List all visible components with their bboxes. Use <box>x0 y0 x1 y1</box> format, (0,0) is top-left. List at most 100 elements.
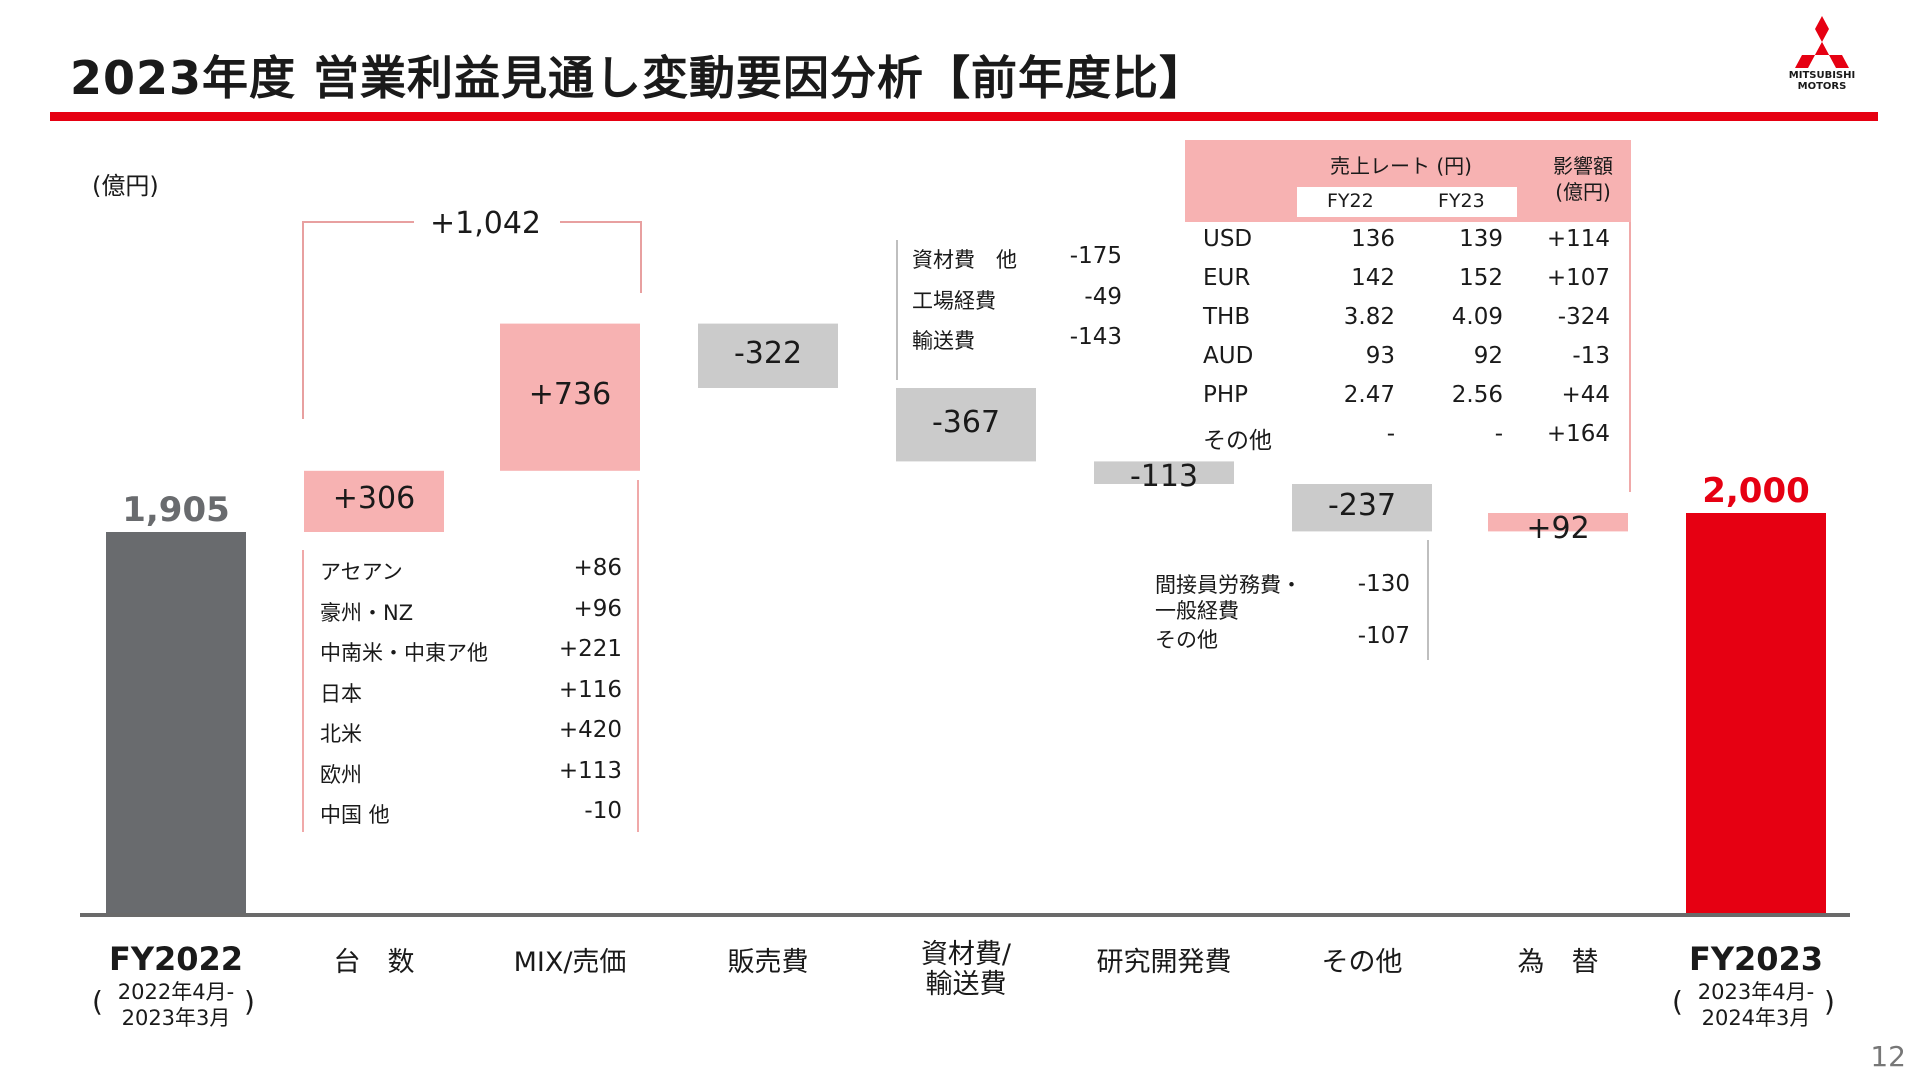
volume-breakdown-value-0: +86 <box>573 555 622 581</box>
volume-breakdown-value-3: +116 <box>558 676 622 703</box>
logo-line1: MITSUBISHI <box>1788 70 1856 81</box>
fx-subheader-bg <box>1297 187 1517 217</box>
other-breakdown-value-0: -130 <box>1357 571 1410 597</box>
fx-fy22-3: 93 <box>1365 343 1395 369</box>
volume-breakdown-label-6: 中国 他 <box>320 803 390 827</box>
fx-impact-2: -324 <box>1557 304 1610 330</box>
volume-breakdown-value-5: +113 <box>558 757 622 784</box>
volume-breakdown-value-2: +221 <box>558 636 622 662</box>
fx-col-fy22: FY22 <box>1327 190 1374 212</box>
fx-fy22-0: 136 <box>1351 226 1395 252</box>
category-label-1: 台 数 <box>333 947 415 978</box>
bar-3 <box>698 323 838 388</box>
material-breakdown-label-1: 工場経費 <box>912 288 996 313</box>
fx-fy23-5: - <box>1494 421 1503 447</box>
fx-fy23-3: 92 <box>1473 343 1503 369</box>
volume-mix-bracket-right <box>560 221 642 293</box>
bar-5 <box>1094 461 1234 484</box>
volume-breakdown-label-5: 欧州 <box>320 762 362 787</box>
volume-breakdown-value-6: -10 <box>584 798 622 824</box>
other-breakdown-label-0: 間接員労務費・ 一般経費 <box>1155 573 1302 623</box>
fx-ccy-5: その他 <box>1203 428 1272 454</box>
material-breakdown-value-0: -175 <box>1069 243 1122 269</box>
category-label-7: 為 替 <box>1517 947 1599 978</box>
volume-breakdown-label-1: 豪州・NZ <box>320 600 414 625</box>
chart-baseline <box>80 913 1850 917</box>
fx-impact-4: +44 <box>1561 382 1610 408</box>
bar-2 <box>500 323 640 471</box>
fx-ccy-3: AUD <box>1203 343 1254 369</box>
start-period: 2022年4月- 2023年3月 <box>106 979 246 1031</box>
volume-breakdown-value-1: +96 <box>573 595 622 622</box>
fx-fy22-4: 2.47 <box>1343 382 1395 408</box>
fx-header-rate: 売上レート (円) <box>1330 154 1472 178</box>
volume-breakdown-label-2: 中南米・中東ア他 <box>320 641 488 665</box>
value-label-4: -367 <box>931 404 1001 440</box>
category-label-6: その他 <box>1321 947 1403 978</box>
paren-open: ( <box>1672 985 1683 1018</box>
material-breakdown-label-2: 輸送費 <box>912 329 975 353</box>
fx-table-border <box>1629 222 1631 492</box>
value-label-3: -322 <box>733 335 803 371</box>
value-label-5: -113 <box>1129 459 1199 495</box>
fx-impact-3: -13 <box>1572 343 1610 369</box>
material-breakdown-value-2: -143 <box>1069 324 1122 350</box>
title-underline <box>50 112 1878 121</box>
volume-breakdown-line-right <box>637 480 639 832</box>
volume-breakdown-line-left <box>302 550 304 832</box>
value-label-1: +306 <box>332 481 416 517</box>
fx-fy22-5: - <box>1386 421 1395 447</box>
volume-breakdown-label-3: 日本 <box>320 681 362 706</box>
category-label-3: 販売費 <box>727 947 809 978</box>
fx-fy23-2: 4.09 <box>1451 304 1503 330</box>
fx-ccy-0: USD <box>1203 226 1253 252</box>
category-label-0: FY2022 <box>108 940 244 978</box>
fx-header-impact: 影響額 (億円) <box>1553 154 1613 204</box>
three-diamonds-icon <box>1795 16 1849 68</box>
material-breakdown-value-1: -49 <box>1084 283 1122 310</box>
unit-label: (億円) <box>92 172 159 200</box>
period-line-1: 2023年3月 <box>121 1006 231 1030</box>
fx-rate-table: 売上レート (円) FY22 FY23 影響額 (億円) USD 136 139 +1… <box>1185 140 1631 492</box>
fx-impact-1: +107 <box>1546 265 1610 291</box>
value-label-8: 2,000 <box>1702 471 1810 511</box>
other-breakdown-label-1: その他 <box>1155 628 1218 652</box>
fx-impact-5: +164 <box>1546 421 1610 447</box>
bar-8 <box>1686 513 1826 913</box>
fx-fy22-2: 3.82 <box>1343 304 1395 330</box>
fx-ccy-4: PHP <box>1203 382 1249 408</box>
fx-impact-0: +114 <box>1546 226 1610 252</box>
category-label-4: 資材費/ 輸送費 <box>920 939 1012 1000</box>
value-label-2: +736 <box>528 377 612 413</box>
fx-col-fy23: FY23 <box>1438 190 1485 212</box>
value-label-7: +92 <box>1526 511 1590 546</box>
bar-7 <box>1488 513 1628 532</box>
category-label-8: FY2023 <box>1688 940 1824 978</box>
mitsubishi-motors-logo: MITSUBISHI MOTORS <box>1782 16 1862 96</box>
paren-close: ) <box>244 985 255 1018</box>
period-line-1: 2024年3月 <box>1701 1006 1811 1030</box>
volume-breakdown-label-4: 北米 <box>320 722 362 746</box>
period-line-0: 2022年4月- <box>117 980 235 1004</box>
volume-mix-total-label: +1,042 <box>430 206 542 241</box>
material-breakdown-label-0: 資材費 他 <box>912 248 1017 272</box>
fx-fy23-1: 152 <box>1459 265 1503 291</box>
material-breakdown-line <box>896 240 898 380</box>
fx-fy23-0: 139 <box>1459 226 1503 252</box>
paren-open: ( <box>92 985 103 1018</box>
volume-mix-bracket-left <box>302 221 414 419</box>
bar-6 <box>1292 484 1432 532</box>
other-breakdown-value-1: -107 <box>1357 623 1410 649</box>
fx-ccy-2: THB <box>1203 304 1251 330</box>
logo-line2: MOTORS <box>1797 81 1847 92</box>
bar-4 <box>896 388 1036 462</box>
value-label-6: -237 <box>1327 487 1397 523</box>
fx-fy23-4: 2.56 <box>1451 382 1503 408</box>
period-line-0: 2023年4月- <box>1697 980 1815 1004</box>
fx-fy22-1: 142 <box>1351 265 1395 291</box>
category-label-2: MIX/売価 <box>513 947 627 978</box>
other-breakdown-line <box>1427 540 1429 660</box>
value-label-0: 1,905 <box>122 490 230 530</box>
volume-breakdown-label-0: アセアン <box>320 560 403 584</box>
